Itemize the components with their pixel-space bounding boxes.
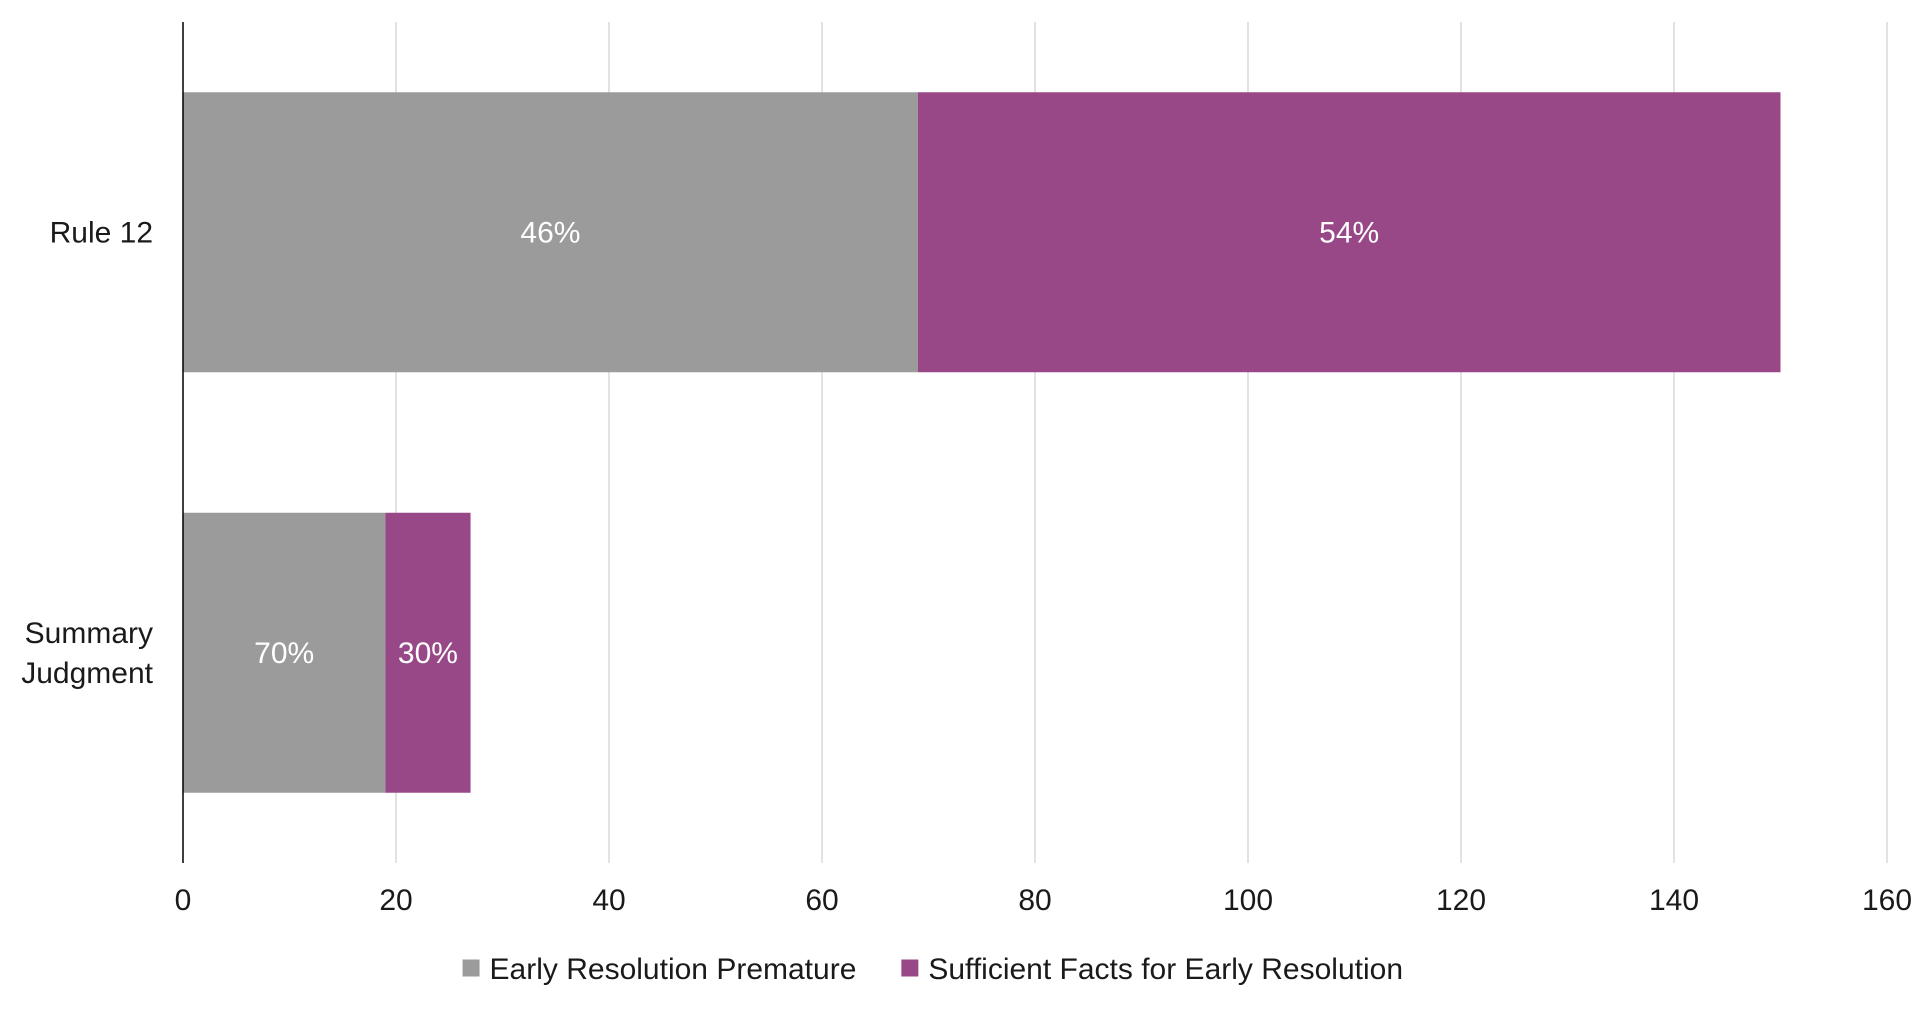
x-tick-label: 20 [379,884,412,917]
legend: Early Resolution Premature Sufficient Fac… [463,953,1403,986]
legend-swatch [901,960,918,977]
x-tick-label: 100 [1223,884,1273,917]
bars [183,92,1781,793]
x-tick-label: 0 [175,884,192,917]
category-label: Rule 12 [50,216,153,249]
x-tick-label: 60 [805,884,838,917]
data-label: 70% [254,637,314,670]
x-tick-label: 80 [1018,884,1051,917]
x-tick-label: 140 [1649,884,1699,917]
legend-label: Sufficient Facts for Early Resolution [928,953,1403,986]
x-tick-label: 120 [1436,884,1486,917]
category-label: SummaryJudgment [21,617,153,690]
data-label: 30% [398,637,458,670]
x-tick-label: 160 [1862,884,1912,917]
data-label: 54% [1319,216,1379,249]
legend-label: Early Resolution Premature [490,953,857,986]
x-tick-label: 40 [592,884,625,917]
data-label: 46% [520,216,580,249]
legend-swatch [463,960,480,977]
